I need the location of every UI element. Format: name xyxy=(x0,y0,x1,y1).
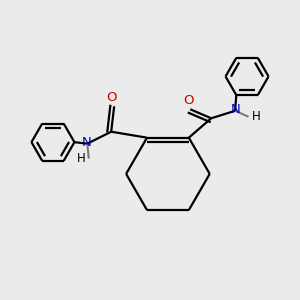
Text: N: N xyxy=(82,136,92,149)
Text: O: O xyxy=(106,91,116,104)
Text: H: H xyxy=(252,110,260,123)
Text: N: N xyxy=(231,103,241,116)
Text: H: H xyxy=(77,152,86,165)
Text: O: O xyxy=(184,94,194,107)
